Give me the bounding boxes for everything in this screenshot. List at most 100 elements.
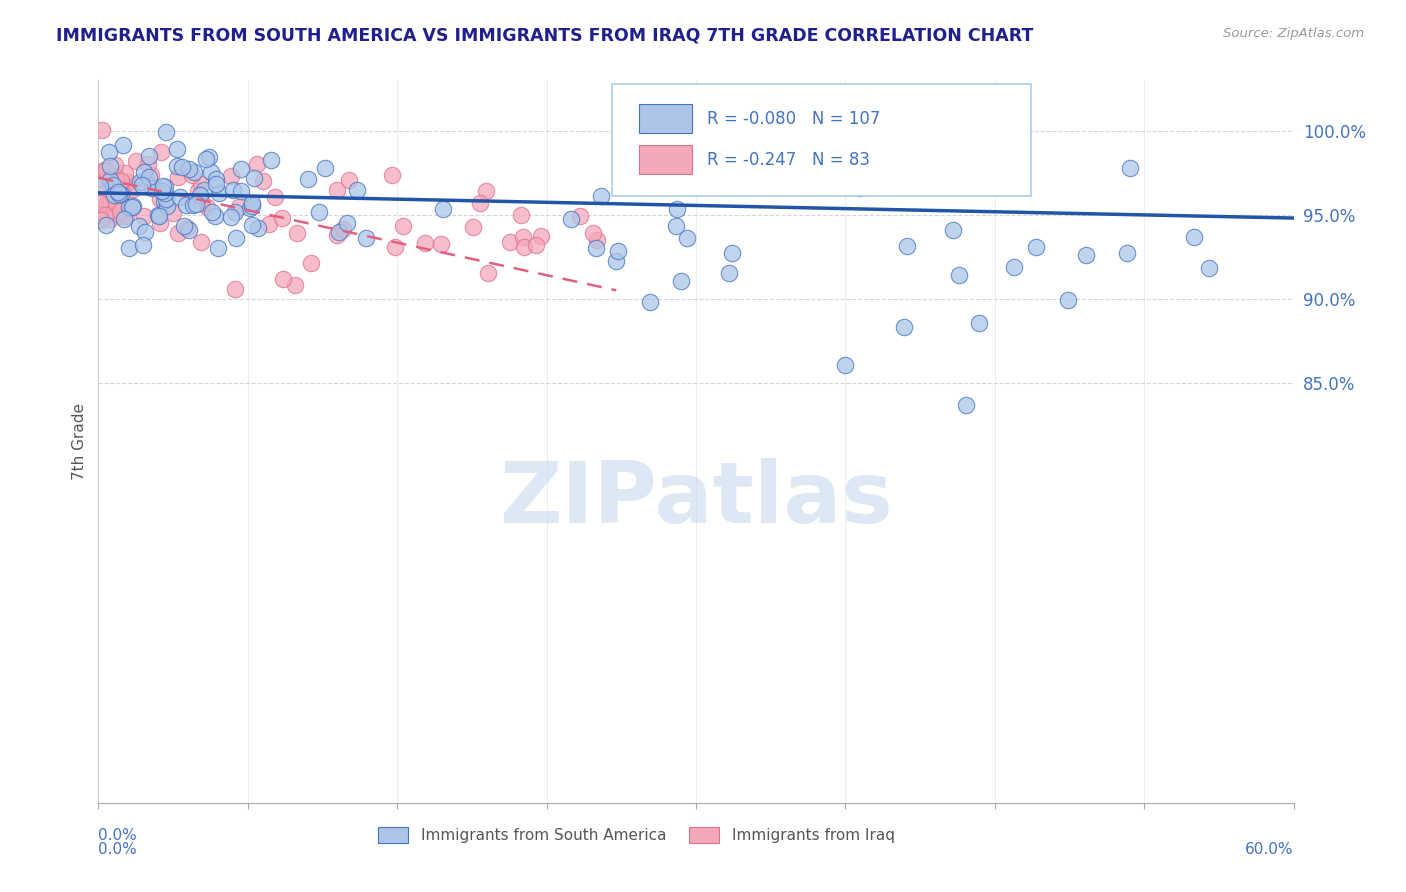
Point xyxy=(263,189,285,203)
Point xyxy=(94,208,117,222)
Point xyxy=(179,223,201,237)
Point xyxy=(121,200,143,214)
Point xyxy=(100,159,122,173)
Point xyxy=(193,183,215,197)
Point xyxy=(205,177,228,191)
Point xyxy=(169,190,191,204)
Point xyxy=(89,207,111,221)
Point xyxy=(190,177,212,191)
Point xyxy=(228,200,250,214)
Point xyxy=(381,168,404,182)
Point xyxy=(184,197,207,211)
Point xyxy=(122,182,145,196)
Point xyxy=(155,125,177,139)
Point xyxy=(285,227,308,241)
Point xyxy=(111,138,134,153)
Point xyxy=(100,189,122,203)
Point xyxy=(111,185,134,199)
Point xyxy=(207,241,229,255)
Point xyxy=(1057,293,1080,308)
Point xyxy=(948,268,970,283)
Point xyxy=(299,256,322,270)
Point xyxy=(560,212,582,227)
Point xyxy=(273,272,295,286)
Point xyxy=(98,196,121,211)
Point xyxy=(96,163,118,178)
Point xyxy=(242,199,264,213)
Point xyxy=(270,211,292,225)
Point xyxy=(354,231,377,245)
Point xyxy=(90,123,112,137)
Point xyxy=(180,169,202,183)
Point xyxy=(530,228,553,243)
Point xyxy=(246,157,269,171)
Point xyxy=(499,235,522,249)
Point xyxy=(510,208,533,222)
Point xyxy=(896,239,918,253)
Point xyxy=(721,246,744,260)
Point xyxy=(138,149,160,163)
Point xyxy=(240,219,263,233)
Point xyxy=(139,168,162,182)
Point xyxy=(94,219,117,233)
Point xyxy=(190,196,212,211)
Point xyxy=(432,202,454,216)
Point xyxy=(606,244,628,259)
Point xyxy=(834,358,856,372)
Point xyxy=(586,233,609,247)
Point xyxy=(89,196,111,211)
Point xyxy=(463,220,485,235)
Point xyxy=(955,398,977,412)
Point xyxy=(219,210,242,224)
Point xyxy=(108,189,131,203)
Point xyxy=(97,145,120,160)
Point xyxy=(101,178,124,193)
Point xyxy=(118,241,141,255)
Point xyxy=(90,213,112,227)
Point xyxy=(204,210,226,224)
Point xyxy=(177,161,200,176)
Point xyxy=(475,184,498,198)
Point xyxy=(104,158,127,172)
Point xyxy=(247,221,270,235)
Point xyxy=(893,320,915,334)
Point xyxy=(166,141,188,155)
Text: 0.0%: 0.0% xyxy=(98,842,138,856)
Point xyxy=(229,184,252,198)
Legend: Immigrants from South America, Immigrants from Iraq: Immigrants from South America, Immigrant… xyxy=(371,822,901,849)
Point xyxy=(413,235,436,250)
Point xyxy=(156,199,179,213)
Point xyxy=(96,194,118,209)
Text: 0.0%: 0.0% xyxy=(98,828,138,843)
Point xyxy=(110,186,132,201)
Point xyxy=(512,230,534,244)
Point xyxy=(138,177,160,191)
Point xyxy=(181,197,204,211)
FancyBboxPatch shape xyxy=(613,84,1031,196)
Point xyxy=(148,210,170,224)
Point xyxy=(149,192,172,206)
Point xyxy=(328,226,350,240)
FancyBboxPatch shape xyxy=(638,104,692,133)
Text: R = -0.080   N = 107: R = -0.080 N = 107 xyxy=(707,110,880,128)
Point xyxy=(591,189,613,203)
Point xyxy=(332,222,354,236)
Point xyxy=(141,181,163,195)
Point xyxy=(676,231,699,245)
Point xyxy=(155,192,177,206)
Point xyxy=(942,223,965,237)
Point xyxy=(513,240,536,254)
Point xyxy=(308,204,330,219)
Point xyxy=(132,237,155,252)
Text: R = -0.247   N = 83: R = -0.247 N = 83 xyxy=(707,151,870,169)
Y-axis label: 7th Grade: 7th Grade xyxy=(72,403,87,480)
Point xyxy=(198,150,221,164)
Point xyxy=(219,169,242,183)
Point xyxy=(162,206,184,220)
Point xyxy=(717,266,740,280)
Point xyxy=(89,170,111,185)
Point xyxy=(112,211,135,226)
Point xyxy=(101,186,124,200)
Point xyxy=(337,172,360,186)
Point xyxy=(149,216,172,230)
